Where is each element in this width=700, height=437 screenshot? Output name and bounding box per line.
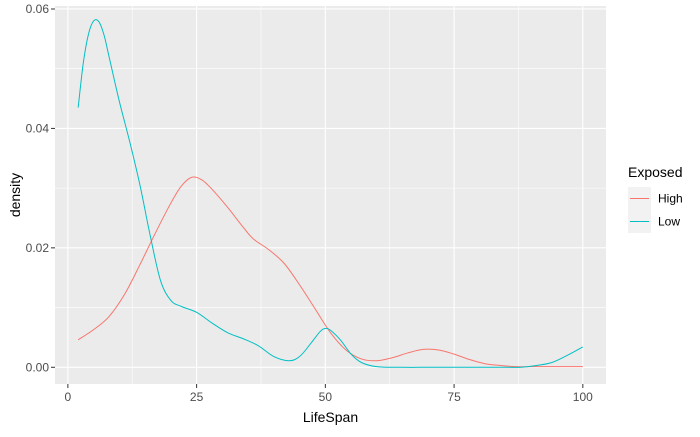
- legend: Exposed High Low: [628, 164, 683, 233]
- legend-items: High Low: [628, 187, 683, 233]
- x-tick-label: 50: [319, 390, 333, 404]
- y-axis-title: density: [7, 173, 23, 217]
- series-lines: [77, 19, 584, 368]
- y-tick-label: 0.00: [26, 360, 50, 374]
- legend-label-high: High: [658, 192, 683, 206]
- x-axis-title: LifeSpan: [303, 409, 358, 425]
- axes: 0 25 50 75 100 0.00 0.02 0.04 0.06: [26, 2, 594, 404]
- x-tick-label: 100: [573, 390, 593, 404]
- series-line-high: [77, 176, 583, 368]
- x-tick-label: 75: [447, 390, 461, 404]
- x-tick-label: 0: [65, 390, 72, 404]
- y-tick-label: 0.06: [26, 2, 50, 16]
- y-tick-label: 0.02: [26, 241, 50, 255]
- legend-label-low: Low: [658, 215, 680, 229]
- x-tick-label: 25: [190, 390, 204, 404]
- series-line-low: [77, 19, 584, 368]
- y-tick-label: 0.04: [26, 121, 50, 135]
- plot-panel: [55, 6, 606, 384]
- legend-title: Exposed: [628, 164, 682, 180]
